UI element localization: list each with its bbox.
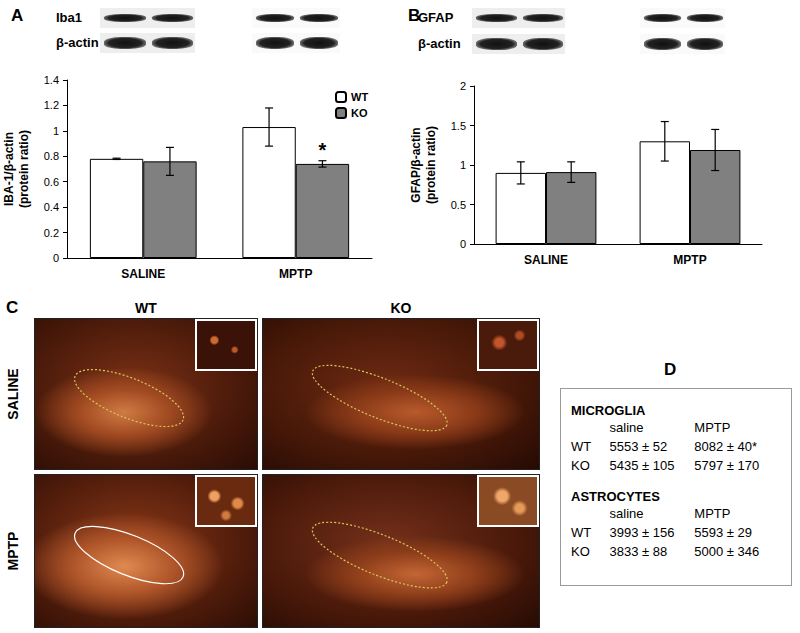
html-text:D: D <box>664 360 677 379</box>
html-text:SALINE: SALINE <box>5 368 21 420</box>
html-text:5000 ± 346: 5000 ± 346 <box>694 544 760 559</box>
svg-text:(protein ratio): (protein ratio) <box>424 126 438 204</box>
svg-text:SALINE: SALINE <box>121 267 165 281</box>
svg-text:0.5: 0.5 <box>451 199 466 211</box>
html-text:KO: KO <box>571 458 590 473</box>
svg-text:B: B <box>408 6 420 25</box>
html-text:β-actin: β-actin <box>56 35 99 50</box>
svg-text:2: 2 <box>460 80 466 92</box>
svg-text:1: 1 <box>53 125 59 137</box>
html-text:3833 ± 88: 3833 ± 88 <box>609 544 668 559</box>
html-text:saline: saline <box>609 506 644 521</box>
html-text:MPTP: MPTP <box>694 506 731 521</box>
html-text:saline: saline <box>609 420 644 435</box>
svg-text:A: A <box>11 6 23 25</box>
svg-text:0.8: 0.8 <box>44 150 59 162</box>
html-text:WT: WT <box>571 525 592 540</box>
html-text:KO: KO <box>390 300 412 316</box>
svg-text:GFAP/β-actin: GFAP/β-actin <box>409 127 423 202</box>
html-text:5435 ± 105: 5435 ± 105 <box>609 458 675 473</box>
svg-text:0.2: 0.2 <box>44 227 59 239</box>
svg-text:WT: WT <box>351 91 368 103</box>
html-text:KO: KO <box>571 544 590 559</box>
html-text:MPTP: MPTP <box>694 420 731 435</box>
svg-text:MPTP: MPTP <box>673 253 706 267</box>
html-text:WT: WT <box>135 300 157 316</box>
svg-text:SALINE: SALINE <box>524 253 568 267</box>
svg-text:1.4: 1.4 <box>44 74 59 86</box>
html-text:WT: WT <box>571 439 592 454</box>
svg-text:(protein ratio): (protein ratio) <box>17 130 31 208</box>
svg-text:IBA-1/β-actin: IBA-1/β-actin <box>2 132 16 206</box>
svg-text:0: 0 <box>53 252 59 264</box>
html-text:β-actin: β-actin <box>418 36 461 51</box>
svg-text:0.6: 0.6 <box>44 176 59 188</box>
svg-text:*: * <box>319 139 327 161</box>
svg-text:1.2: 1.2 <box>44 99 59 111</box>
html-text:MPTP: MPTP <box>5 531 21 571</box>
html-text:5797 ± 170: 5797 ± 170 <box>694 458 760 473</box>
svg-text:1.5: 1.5 <box>451 120 466 132</box>
html-text:8082 ± 40*: 8082 ± 40* <box>694 439 758 454</box>
svg-text:0: 0 <box>460 238 466 250</box>
html-text:GFAP: GFAP <box>418 10 454 25</box>
html-text:5553 ± 52: 5553 ± 52 <box>609 439 668 454</box>
svg-text:KO: KO <box>351 107 368 119</box>
svg-text:1: 1 <box>460 159 466 171</box>
html-text:ASTROCYTES: ASTROCYTES <box>571 489 660 504</box>
svg-text:MPTP: MPTP <box>279 267 312 281</box>
html-text:3993 ± 156: 3993 ± 156 <box>609 525 675 540</box>
html-text:5593 ± 29: 5593 ± 29 <box>694 525 752 540</box>
svg-text:0.4: 0.4 <box>44 201 59 213</box>
html-text:C: C <box>6 298 19 317</box>
html-text:MICROGLIA: MICROGLIA <box>571 403 646 418</box>
html-text:Iba1: Iba1 <box>56 10 82 25</box>
